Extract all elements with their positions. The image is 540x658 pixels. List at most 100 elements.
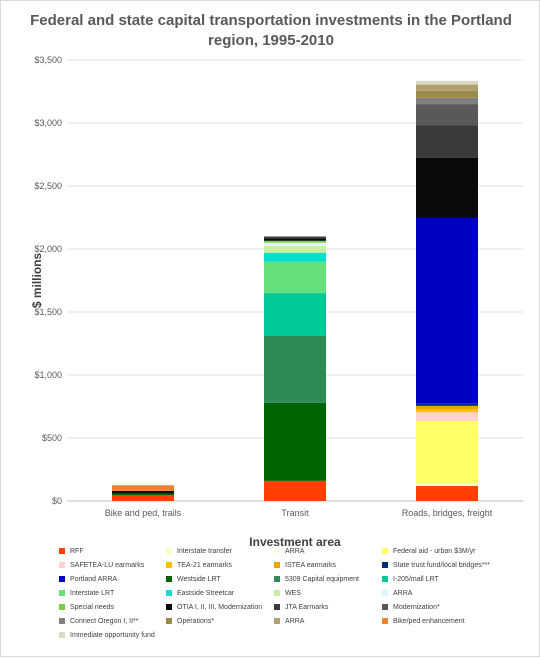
legend-label: Connect Oregon I, II** <box>70 618 139 625</box>
legend-swatch <box>274 575 280 582</box>
bar-segment <box>264 252 326 262</box>
x-tick-label: Bike and ped, trails <box>105 508 182 518</box>
legend-item: Special needs <box>59 603 114 612</box>
bar-segment <box>416 84 478 91</box>
legend-label: Interstate transfer <box>177 548 232 555</box>
bar-segment <box>416 97 478 105</box>
y-tick-label: $500 <box>42 433 62 443</box>
legend-item: Modernization* <box>382 603 440 612</box>
legend-swatch <box>382 575 388 582</box>
legend-label: ISTEA earmarks <box>285 562 336 569</box>
y-tick-label: $0 <box>52 496 62 506</box>
x-tick-label: Roads, bridges, freight <box>402 508 493 518</box>
legend-label: SAFETEA-LU earmarks <box>70 562 145 569</box>
legend-item: OTIA I, II, III, Modernization <box>166 603 262 612</box>
y-tick-label: $1,500 <box>34 307 62 317</box>
legend-item: Westside LRT <box>166 575 221 584</box>
legend-label: JTA Earmarks <box>285 604 329 611</box>
legend-item: WES <box>274 589 301 598</box>
bar-segment <box>416 217 478 404</box>
bar-segment <box>112 485 174 491</box>
legend-label: RFF <box>70 548 84 555</box>
bar-segment <box>416 403 478 406</box>
legend-label: ARRA <box>285 548 305 555</box>
bar-segment <box>112 495 174 501</box>
legend-item: TEA-21 earmarks <box>166 561 232 570</box>
bar-segment <box>416 157 478 218</box>
bar-segment <box>264 261 326 294</box>
legend-label: TEA-21 earmarks <box>177 562 232 569</box>
legend-swatch <box>59 547 65 554</box>
legend-item: ISTEA earmarks <box>274 561 336 570</box>
bar-segment <box>416 420 478 484</box>
legend-label: 5309 Capital equipment <box>285 576 359 583</box>
legend-swatch <box>382 561 388 568</box>
bar-segment <box>416 405 478 410</box>
legend-swatch <box>166 561 172 568</box>
legend-swatch <box>382 589 388 596</box>
legend-item: I-205/mall LRT <box>382 575 439 584</box>
legend-item: JTA Earmarks <box>274 603 328 612</box>
legend-item: Immediate opportunity fund <box>59 631 155 640</box>
legend-item: Portland ARRA <box>59 575 117 584</box>
bar-segment <box>416 412 478 421</box>
legend-item: Federal aid - urban $3M/yr <box>382 547 475 556</box>
legend-swatch <box>166 589 172 596</box>
legend-label: Special needs <box>70 604 114 611</box>
legend-item: Operations* <box>166 617 214 626</box>
bar-segment <box>264 237 326 239</box>
y-tick-label: $3,000 <box>34 118 62 128</box>
legend-swatch <box>166 547 172 554</box>
x-tick-label: Transit <box>281 508 309 518</box>
bar-segment <box>264 242 326 246</box>
bar-segment <box>416 125 478 158</box>
bar-segment <box>112 490 174 494</box>
bar-segment <box>416 483 478 486</box>
bar-segment <box>264 240 326 243</box>
legend-item: RFF <box>59 547 84 556</box>
chart-title: Federal and state capital transportation… <box>30 12 512 49</box>
legend-label: Federal aid - urban $3M/yr <box>393 548 476 555</box>
bar-segment <box>264 480 326 501</box>
legend-swatch <box>59 603 65 610</box>
legend-label: WES <box>285 590 301 597</box>
bar-segment <box>416 104 478 126</box>
legend-label: ARRA <box>285 618 305 625</box>
y-tick-label: $3,500 <box>34 55 62 65</box>
legend-item: ARRA <box>274 547 304 556</box>
bar-segment <box>416 485 478 501</box>
bar-segment <box>416 483 478 484</box>
legend-label: Bike/ped enhancement <box>393 618 465 625</box>
legend-swatch <box>166 617 172 624</box>
bar-segment <box>416 90 478 98</box>
legend-label: Modernization* <box>393 604 440 611</box>
legend-swatch <box>166 603 172 610</box>
bar-segment <box>264 293 326 336</box>
legend-swatch <box>382 603 388 610</box>
legend-swatch <box>166 575 172 582</box>
bar-segment <box>112 493 174 496</box>
legend-swatch <box>274 617 280 624</box>
legend-label: Immediate opportunity fund <box>70 632 155 639</box>
legend-swatch <box>59 617 65 624</box>
legend-label: ARRA <box>393 590 413 597</box>
bar-segment <box>416 409 478 413</box>
bar-segment <box>264 236 326 238</box>
y-tick-label: $2,500 <box>34 181 62 191</box>
legend-item: ARRA <box>274 617 304 626</box>
legend-swatch <box>274 561 280 568</box>
legend-item: Bike/ped enhancement <box>382 617 465 626</box>
legend-item: ARRA <box>382 589 412 598</box>
legend-swatch <box>382 617 388 624</box>
legend-swatch <box>59 561 65 568</box>
legend-swatch <box>274 589 280 596</box>
y-tick-label: $1,000 <box>34 370 62 380</box>
legend-label: Westside LRT <box>177 576 221 583</box>
legend-label: Operations* <box>177 618 214 625</box>
legend-label: OTIA I, II, III, Modernization <box>177 604 263 611</box>
legend-item: State trust fund/local bridges*** <box>382 561 490 570</box>
legend-label: Eastside Streetcar <box>177 590 235 597</box>
legend-swatch <box>382 547 388 554</box>
